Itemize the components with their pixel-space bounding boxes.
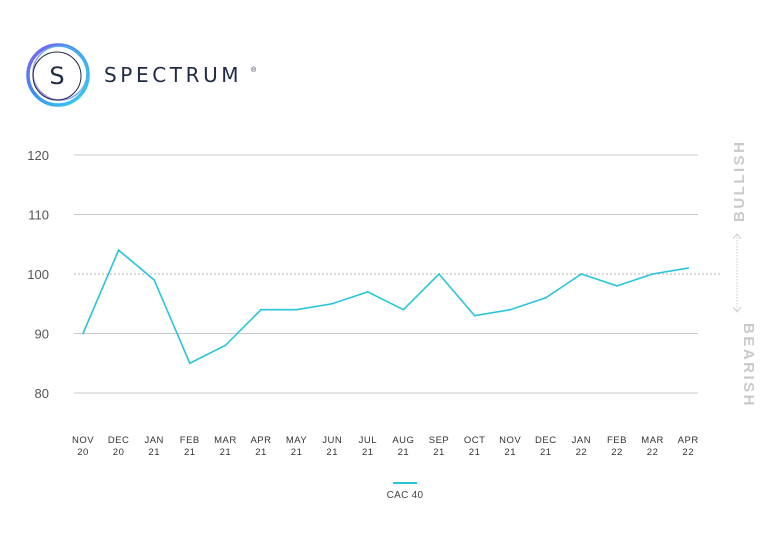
legend-label: CAC 40	[387, 490, 424, 501]
y-tick-label: 120	[27, 148, 49, 163]
series-line-cac-40	[82, 248, 689, 365]
data-point	[687, 267, 690, 269]
x-tick-year: 21	[540, 447, 552, 458]
series-layer	[82, 248, 690, 365]
data-point	[331, 302, 334, 305]
bearish-label: BEARISH	[740, 323, 757, 408]
bearish-arrow-icon	[732, 306, 742, 313]
y-tick-label: 90	[35, 327, 49, 342]
data-point	[224, 344, 227, 347]
x-tick-year: 21	[255, 447, 267, 458]
x-tick-year: 22	[682, 447, 694, 458]
x-tick-year: 21	[220, 447, 232, 458]
data-point	[82, 332, 84, 335]
x-tick-year: 21	[291, 447, 303, 458]
x-tick-year: 22	[576, 447, 588, 458]
gridlines	[74, 154, 722, 394]
x-tick-year: 20	[113, 447, 125, 458]
x-tick-year: 22	[647, 447, 659, 458]
x-tick-month: FEB	[607, 435, 627, 446]
data-point	[509, 308, 512, 311]
x-tick-month: MAY	[286, 435, 308, 446]
x-tick-month: DEC	[108, 435, 130, 446]
x-tick-month: DEC	[535, 435, 557, 446]
data-point	[544, 296, 547, 299]
x-tick-year: 21	[504, 447, 516, 458]
x-tick-month: JUN	[322, 435, 342, 446]
x-tick-month: NOV	[72, 435, 94, 446]
x-tick-month: MAR	[214, 435, 237, 446]
x-tick-year: 21	[148, 447, 160, 458]
data-point	[188, 362, 191, 365]
x-tick-year: 21	[398, 447, 410, 458]
legend: CAC 40	[387, 482, 424, 501]
data-point	[117, 249, 120, 252]
brand-registered-mark: ®	[251, 66, 257, 74]
data-point	[260, 308, 262, 311]
y-tick-label: 80	[35, 386, 49, 401]
x-tick-month: JUL	[359, 435, 377, 446]
x-tick-year: 22	[611, 447, 623, 458]
x-tick-year: 21	[184, 447, 196, 458]
x-tick-month: AUG	[392, 435, 414, 446]
data-point	[580, 273, 583, 275]
x-tick-year: 21	[433, 447, 445, 458]
sentiment-indicator: BULLISH BEARISH	[731, 140, 757, 409]
bullish-label: BULLISH	[731, 140, 748, 223]
data-point	[366, 290, 369, 293]
data-point	[402, 308, 405, 311]
x-tick-month: APR	[250, 435, 271, 446]
y-tick-label: 100	[27, 267, 49, 282]
x-tick-year: 21	[469, 447, 481, 458]
data-point	[616, 285, 618, 287]
x-tick-month: MAR	[641, 435, 664, 446]
x-tick-month: JAN	[572, 435, 591, 446]
brand-logo: S	[26, 43, 90, 107]
data-point	[295, 308, 298, 311]
data-point	[651, 273, 654, 275]
bullish-arrow-icon	[732, 233, 742, 240]
x-tick-month: JAN	[144, 435, 163, 446]
brand-name: SPECTRUM	[104, 63, 242, 87]
x-tick-month: NOV	[499, 435, 521, 446]
y-axis: 120 110 100 90 80	[27, 148, 49, 401]
x-tick-month: APR	[678, 435, 699, 446]
x-tick-month: OCT	[464, 435, 486, 446]
x-tick-year: 21	[362, 447, 374, 458]
data-point	[153, 279, 156, 281]
y-tick-label: 110	[28, 208, 49, 223]
logo-letter: S	[49, 62, 64, 90]
x-tick-year: 21	[326, 447, 338, 458]
x-tick-month: SEP	[429, 435, 450, 446]
x-tick-year: 20	[77, 447, 89, 458]
data-point	[438, 273, 440, 275]
data-point	[473, 314, 476, 317]
x-axis: NOV20DEC20JAN21FEB21MAR21APR21MAY21JUN21…	[72, 435, 699, 458]
x-tick-month: FEB	[180, 435, 200, 446]
